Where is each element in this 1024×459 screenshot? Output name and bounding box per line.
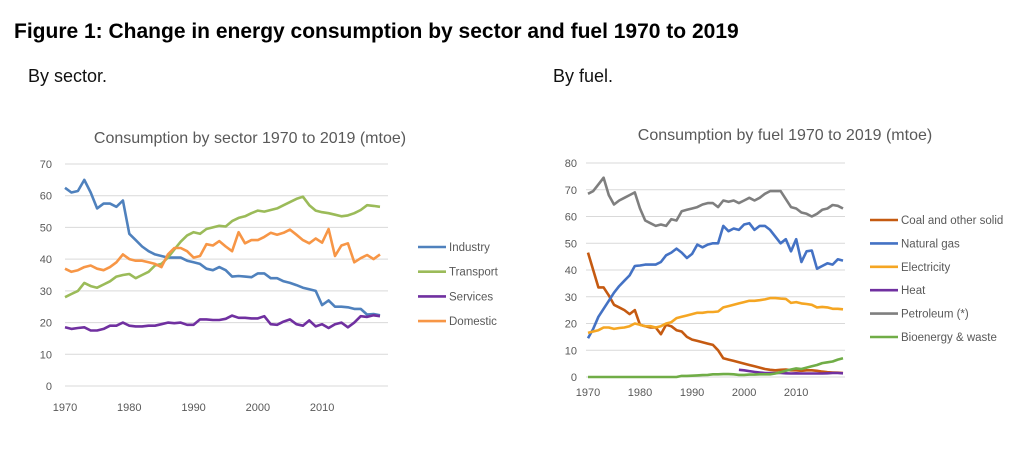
chart-title: Consumption by fuel 1970 to 2019 (mtoe) [638,127,932,144]
x-tick-label: 2010 [310,402,334,414]
series-line-petroleum- [587,176,844,228]
x-tick-label: 2000 [246,402,270,414]
left-subtitle: By sector. [28,66,108,86]
x-tick-label: 1990 [181,402,205,414]
series-line-services [64,314,381,332]
series-line-transport [64,195,381,299]
legend-label: Industry [449,242,490,254]
chart-title: Consumption by sector 1970 to 2019 (mtoe… [94,130,406,147]
legend-label: Bioenergy & waste [901,332,997,344]
legend-label: Natural gas [901,238,960,250]
y-tick-label: 20 [565,319,577,331]
legend-label: Heat [901,285,926,297]
y-tick-label: 40 [565,265,577,277]
right-subtitle: By fuel. [553,66,614,86]
y-tick-label: 70 [40,159,52,171]
x-tick-label: 2010 [784,387,808,399]
legend-label: Coal and other solid [901,215,1003,227]
legend-label: Services [449,291,493,303]
legend-label: Electricity [901,262,950,274]
series-line-bioenergy-waste [588,357,844,379]
y-tick-label: 10 [40,349,52,361]
chart-by-fuel: Consumption by fuel 1970 to 2019 (mtoe) 0… [565,127,1004,399]
y-tick-label: 40 [40,254,52,266]
series-line-natural-gas [586,221,844,339]
y-tick-label: 10 [565,345,577,357]
y-tick-label: 60 [565,212,577,224]
x-tick-label: 1980 [117,402,141,414]
legend-label: Transport [449,267,499,279]
chart-by-sector: Consumption by sector 1970 to 2019 (mtoe… [40,130,499,414]
x-tick-label: 2000 [732,387,756,399]
y-tick-label: 0 [571,372,577,384]
series-line-electricity [587,296,844,335]
y-tick-label: 30 [40,286,52,298]
y-tick-label: 60 [40,191,52,203]
y-tick-label: 50 [40,222,52,234]
series-line-coal-and-other-solid [586,252,844,375]
x-tick-label: 1980 [628,387,652,399]
y-tick-label: 30 [565,292,577,304]
y-tick-label: 70 [565,185,577,197]
y-tick-label: 20 [40,318,52,330]
series-line-heat [738,368,844,375]
series-line-domestic [64,227,381,274]
x-tick-label: 1970 [576,387,600,399]
legend-label: Petroleum (*) [901,309,969,321]
figure-title: Figure 1: Change in energy consumption b… [14,20,739,43]
y-tick-label: 0 [46,381,52,393]
series-line-industry [64,178,381,317]
y-tick-label: 50 [565,238,577,250]
x-tick-label: 1970 [53,402,77,414]
legend-label: Domestic [449,316,497,328]
x-tick-label: 1990 [680,387,704,399]
y-tick-label: 80 [565,158,577,170]
